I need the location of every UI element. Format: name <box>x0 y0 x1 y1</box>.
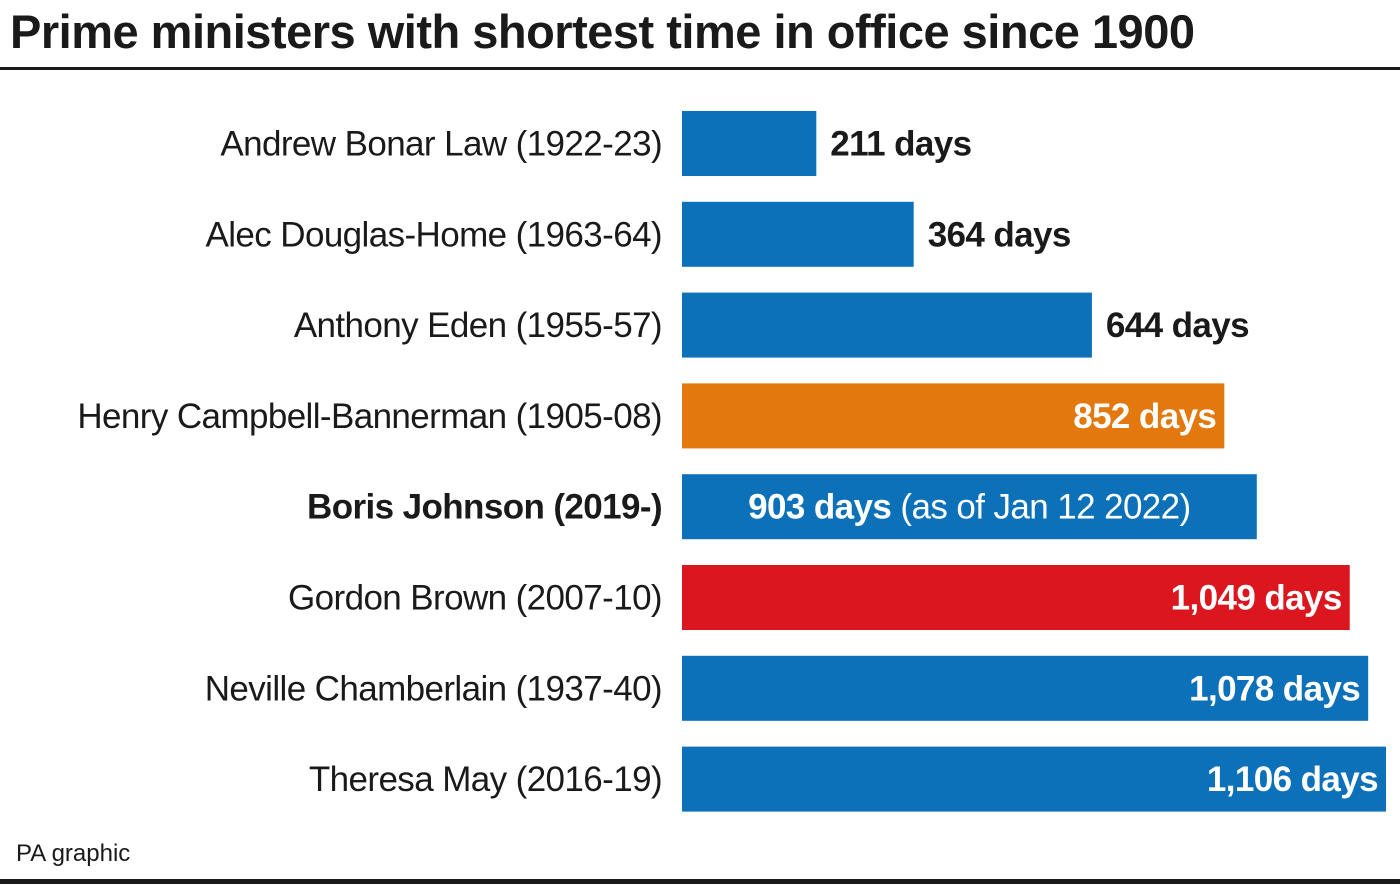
chart-title: Prime ministers with shortest time in of… <box>10 5 1195 58</box>
data-label: 1,049 days <box>1171 579 1342 618</box>
category-label: Henry Campbell-Bannerman (1905-08) <box>77 397 662 436</box>
data-label: 852 days <box>1073 397 1216 436</box>
bar <box>682 474 1257 540</box>
bar <box>682 111 817 176</box>
bottom-rule <box>0 879 1400 884</box>
category-label: Andrew Bonar Law (1922-23) <box>220 125 662 164</box>
title-rule <box>0 67 1400 70</box>
bar <box>682 565 1350 630</box>
data-label: 211 days <box>830 125 971 164</box>
category-label: Anthony Eden (1955-57) <box>294 306 662 345</box>
data-label: 903 days (as of Jan 12 2022) <box>748 488 1190 527</box>
bar <box>682 746 1386 812</box>
bar <box>682 383 1225 449</box>
category-label: Alec Douglas-Home (1963-64) <box>205 215 662 254</box>
category-label: Neville Chamberlain (1937-40) <box>205 669 662 708</box>
bar <box>682 292 1092 358</box>
category-label: Theresa May (2016-19) <box>309 760 662 799</box>
data-label: 364 days <box>928 215 1071 254</box>
bar <box>682 201 914 267</box>
data-label: 644 days <box>1106 306 1249 345</box>
category-label: Boris Johnson (2019-) <box>307 488 662 527</box>
source-credit: PA graphic <box>16 840 131 867</box>
data-label: 1,106 days <box>1207 760 1378 799</box>
category-label: Gordon Brown (2007-10) <box>288 579 662 618</box>
data-label: 1,078 days <box>1189 669 1360 708</box>
bar <box>682 655 1369 721</box>
